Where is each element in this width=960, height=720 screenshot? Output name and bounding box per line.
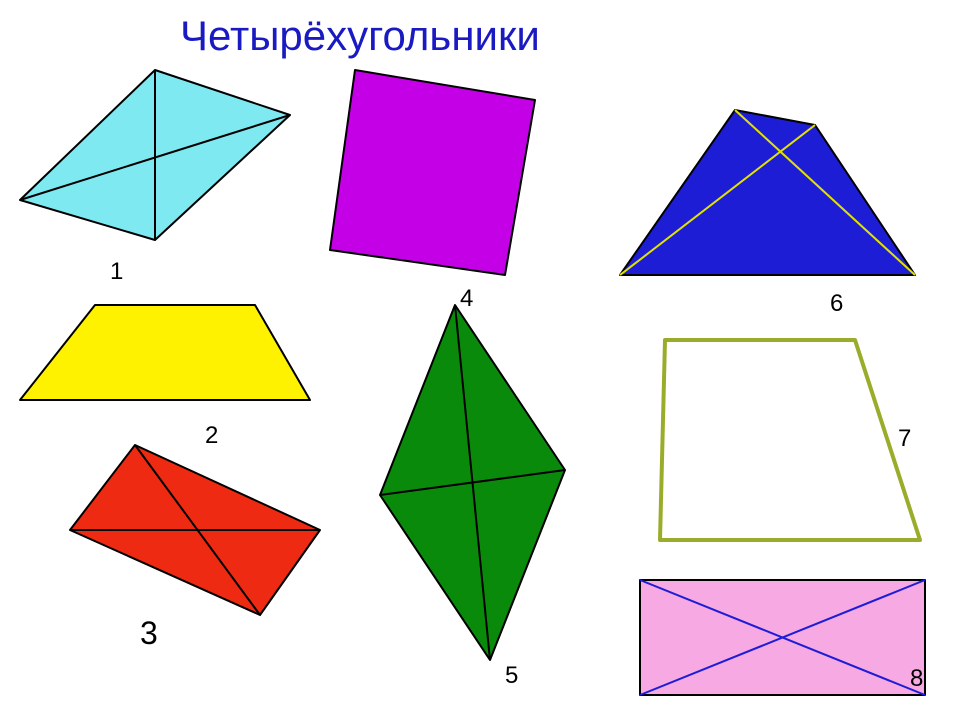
- shape-label-8: 8: [910, 665, 923, 693]
- shape-5-rhombus: [376, 301, 569, 664]
- shape-3-parallelogram: [66, 441, 324, 619]
- shape-1-rhombus: [16, 66, 294, 244]
- shape-4-square-polygon: [330, 70, 535, 275]
- shape-2-trapezoid-polygon: [20, 305, 310, 400]
- shape-6-trapezoid-polygon: [620, 110, 915, 275]
- shape-4-square: [326, 66, 539, 279]
- shape-label-1: 1: [110, 258, 123, 286]
- shape-label-7: 7: [898, 425, 911, 453]
- shape-label-4: 4: [460, 285, 473, 313]
- shape-label-6: 6: [830, 290, 843, 318]
- shape-7-quad: [656, 336, 924, 544]
- shape-7-quad-polygon: [660, 340, 920, 540]
- page-title: Четырёхугольники: [180, 12, 540, 60]
- shape-label-2: 2: [205, 422, 218, 450]
- shape-label-5: 5: [505, 662, 518, 690]
- shape-2-trapezoid: [16, 301, 314, 404]
- diagram-stage: Четырёхугольники 1 4 6 2 7 3 5 8: [0, 0, 960, 720]
- shape-6-trapezoid: [616, 106, 919, 279]
- shape-8-rect: [636, 576, 929, 699]
- shape-label-3: 3: [140, 615, 158, 652]
